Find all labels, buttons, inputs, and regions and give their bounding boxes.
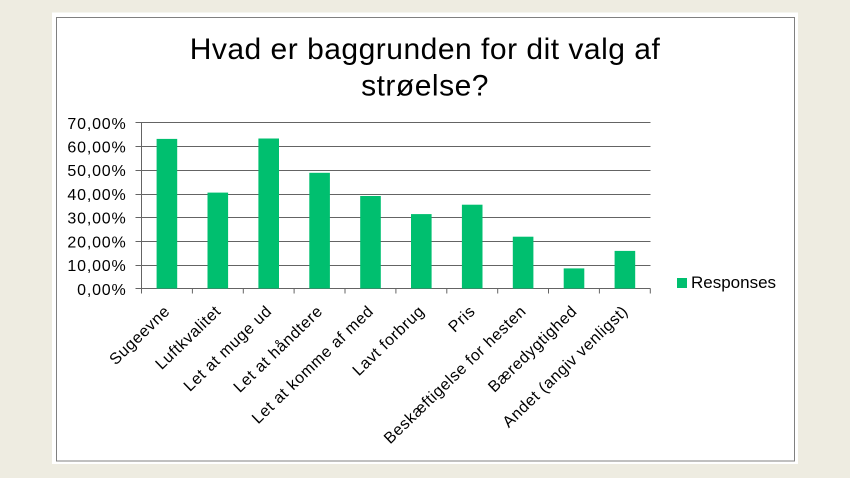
svg-text:Hvad er baggrunden for dit val: Hvad er baggrunden for dit valg af: [190, 33, 661, 66]
svg-text:20,00%: 20,00%: [67, 234, 126, 251]
svg-text:Responses: Responses: [691, 273, 776, 292]
svg-text:40,00%: 40,00%: [67, 187, 126, 204]
svg-text:30,00%: 30,00%: [67, 211, 126, 228]
svg-text:10,00%: 10,00%: [67, 258, 126, 275]
svg-text:50,00%: 50,00%: [67, 163, 126, 180]
svg-text:60,00%: 60,00%: [67, 140, 126, 157]
svg-text:0,00%: 0,00%: [77, 282, 126, 299]
svg-text:strøelse?: strøelse?: [361, 70, 489, 103]
svg-text:70,00%: 70,00%: [67, 116, 126, 133]
